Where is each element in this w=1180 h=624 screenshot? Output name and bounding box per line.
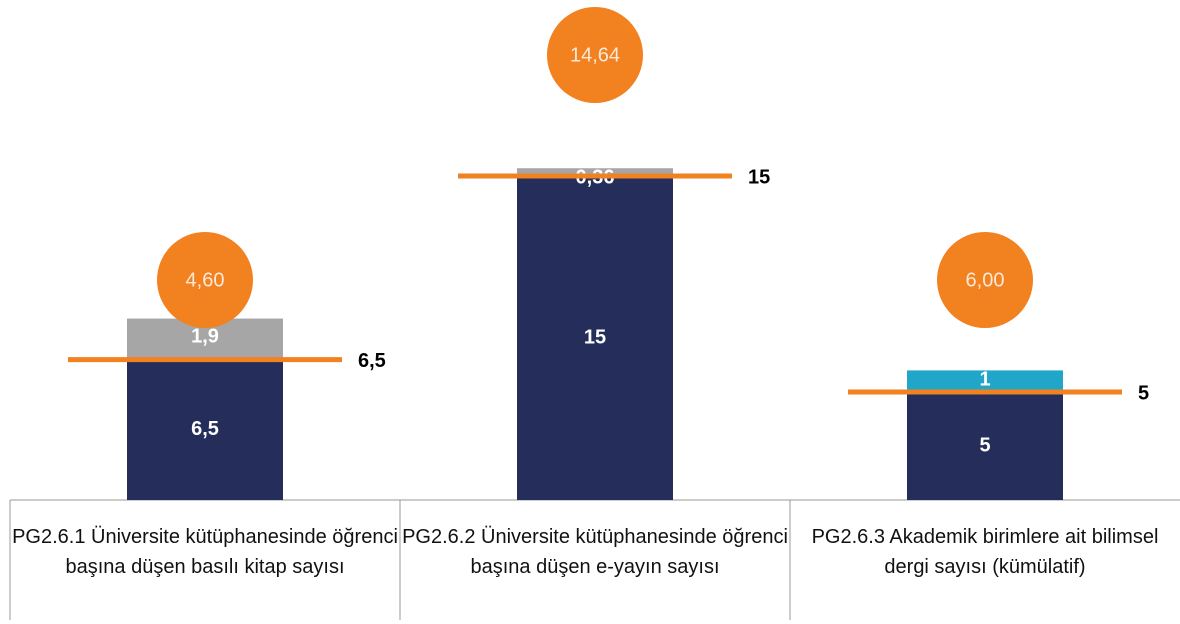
result-label: 6,00 <box>966 269 1005 291</box>
bar-segment <box>517 168 673 176</box>
bar-segment <box>517 176 673 500</box>
data-label: 6,5 <box>191 418 219 440</box>
category-label: PG2.6.3 Akademik birimlere ait bilimsel … <box>811 526 1159 578</box>
bar-segment <box>907 370 1063 392</box>
result-circle <box>157 232 253 328</box>
data-label: 15 <box>584 326 606 348</box>
result-circle <box>937 232 1033 328</box>
data-label: 1 <box>979 369 990 391</box>
result-label: 4,60 <box>186 269 225 291</box>
bar-segment <box>127 359 283 500</box>
data-label: 5 <box>979 434 990 456</box>
target-label: 6,5 <box>358 350 386 372</box>
category-label: PG2.6.2 Üniversite kütüphanesinde öğrenc… <box>402 526 788 578</box>
target-label: 5 <box>1138 382 1149 404</box>
target-label: 15 <box>748 166 770 188</box>
result-label: 14,64 <box>570 44 620 66</box>
data-label: 1,9 <box>191 325 219 347</box>
category-label: PG2.6.1 Üniversite kütüphanesinde öğrenc… <box>12 526 398 578</box>
bar-segment <box>907 392 1063 500</box>
result-circle <box>547 7 643 103</box>
